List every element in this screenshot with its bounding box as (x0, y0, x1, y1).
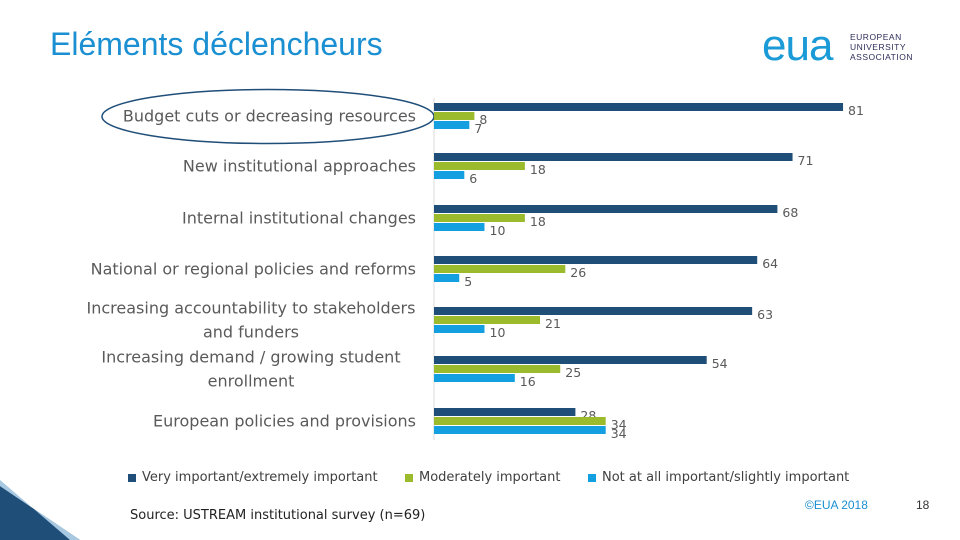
legend-label: Very important/extremely important (142, 470, 378, 485)
legend-item-not-important: Not at all important/slightly important (588, 470, 849, 485)
bar-moderately-important (434, 112, 475, 120)
data-label: 26 (570, 265, 586, 280)
data-label: 34 (611, 417, 627, 432)
category-label: Increasing demand / growing student (101, 348, 400, 367)
bar-very-important (434, 408, 576, 416)
bar-very-important (434, 356, 707, 364)
corner-decoration (0, 480, 80, 540)
page-title: Eléments déclencheurs (50, 26, 383, 62)
bar-not-important (434, 426, 606, 434)
bar-very-important (434, 307, 753, 315)
data-label: 25 (565, 365, 581, 380)
bar-very-important (434, 205, 778, 213)
data-label: 5 (464, 274, 472, 289)
category-label: enrollment (208, 372, 295, 391)
legend-item-moderately-important: Moderately important (405, 470, 561, 485)
bar-moderately-important (434, 265, 566, 273)
data-label: 81 (848, 103, 864, 118)
data-label: 10 (490, 223, 506, 238)
legend-swatch-green (405, 473, 413, 482)
data-label: 21 (545, 316, 561, 331)
bar-moderately-important (434, 214, 525, 222)
category-label: New institutional approaches (183, 157, 416, 176)
bar-not-important (434, 121, 470, 129)
data-label: 64 (762, 256, 778, 271)
legend-label: Not at all important/slightly important (602, 470, 850, 485)
data-label: 18 (530, 214, 546, 229)
source-note: Source: USTREAM institutional survey (n=… (130, 508, 426, 523)
data-label: 16 (520, 374, 536, 389)
legend-swatch-light-blue (588, 473, 596, 482)
category-label: Budget cuts or decreasing resources (123, 107, 416, 126)
copyright: ©EUA 2018 (805, 498, 868, 512)
bar-very-important (434, 256, 758, 264)
logo-wordmark: eua (762, 21, 833, 70)
bar-very-important (434, 153, 793, 161)
bar-not-important (434, 374, 515, 382)
bar-very-important (434, 103, 844, 111)
data-label: 6 (469, 171, 477, 186)
category-label: Internal institutional changes (182, 209, 416, 228)
data-label: 71 (798, 153, 814, 168)
data-label: 10 (490, 325, 506, 340)
bar-moderately-important (434, 162, 525, 170)
data-label: 54 (712, 356, 728, 371)
data-label: 63 (757, 307, 773, 322)
legend-swatch-dark-blue (128, 473, 136, 482)
data-label: 34 (611, 426, 627, 441)
category-label: National or regional policies and reform… (91, 260, 416, 279)
bar-not-important (434, 171, 465, 179)
bar-not-important (434, 223, 485, 231)
bar-not-important (434, 274, 460, 282)
category-label: and funders (203, 323, 299, 342)
data-label: 18 (530, 162, 546, 177)
bar-not-important (434, 325, 485, 333)
legend-label: Moderately important (419, 470, 561, 485)
data-label: 68 (782, 205, 798, 220)
category-label: Increasing accountability to stakeholder… (87, 299, 416, 318)
legend-item-very-important: Very important/extremely important (128, 470, 378, 485)
logo-subtitle: EUROPEAN UNIVERSITY ASSOCIATION (850, 32, 913, 62)
data-label: 8 (479, 112, 487, 127)
bar-moderately-important (434, 417, 606, 425)
bar-moderately-important (434, 316, 541, 324)
page-number: 18 (916, 498, 930, 512)
bar-moderately-important (434, 365, 561, 373)
category-label: European policies and provisions (153, 412, 416, 431)
eua-logo: eua EUROPEAN UNIVERSITY ASSOCIATION (762, 21, 912, 70)
data-label: 7 (474, 121, 482, 136)
